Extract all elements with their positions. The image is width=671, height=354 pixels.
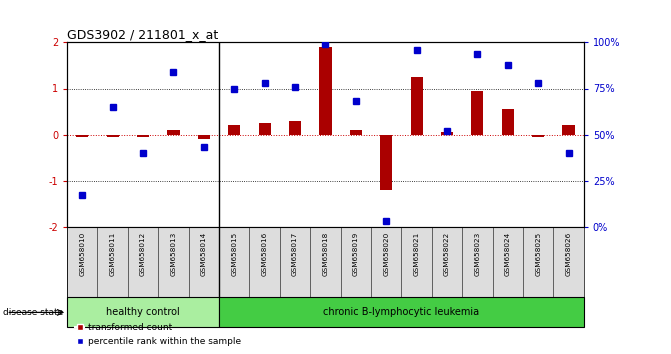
Bar [198, 135, 210, 139]
Legend: transformed count, percentile rank within the sample: transformed count, percentile rank withi… [72, 320, 245, 349]
Text: GSM658018: GSM658018 [323, 232, 328, 276]
Text: healthy control: healthy control [106, 307, 180, 318]
Text: GSM658010: GSM658010 [79, 232, 85, 276]
Text: GSM658013: GSM658013 [170, 232, 176, 276]
Bar [258, 123, 270, 135]
Bar [219, 297, 584, 327]
Text: GSM658022: GSM658022 [444, 232, 450, 276]
Text: GSM658014: GSM658014 [201, 232, 207, 276]
Bar [562, 125, 574, 135]
Text: GSM658023: GSM658023 [474, 232, 480, 276]
Text: GSM658017: GSM658017 [292, 232, 298, 276]
Bar [67, 297, 219, 327]
Text: GSM658015: GSM658015 [231, 232, 238, 276]
Text: GSM658021: GSM658021 [413, 232, 419, 276]
Bar [228, 125, 240, 135]
Text: GSM658011: GSM658011 [109, 232, 115, 276]
Bar [76, 135, 89, 137]
Text: disease state: disease state [3, 308, 64, 317]
Text: GSM658024: GSM658024 [505, 232, 511, 276]
Bar [441, 132, 453, 135]
Bar [380, 135, 393, 190]
Text: GDS3902 / 211801_x_at: GDS3902 / 211801_x_at [67, 28, 218, 41]
Bar [137, 135, 149, 137]
Text: GSM658025: GSM658025 [535, 232, 541, 276]
Bar [350, 130, 362, 135]
Text: GSM658012: GSM658012 [140, 232, 146, 276]
Text: GSM658016: GSM658016 [262, 232, 268, 276]
Bar [107, 135, 119, 137]
Text: GSM658020: GSM658020 [383, 232, 389, 276]
Bar [411, 77, 423, 135]
Bar [167, 130, 180, 135]
Text: GSM658026: GSM658026 [566, 232, 572, 276]
Bar [471, 91, 484, 135]
Bar [289, 121, 301, 135]
Bar [319, 47, 331, 135]
Text: chronic B-lymphocytic leukemia: chronic B-lymphocytic leukemia [323, 307, 480, 318]
Bar [532, 135, 544, 137]
Text: GSM658019: GSM658019 [353, 232, 359, 276]
Bar [502, 109, 514, 135]
